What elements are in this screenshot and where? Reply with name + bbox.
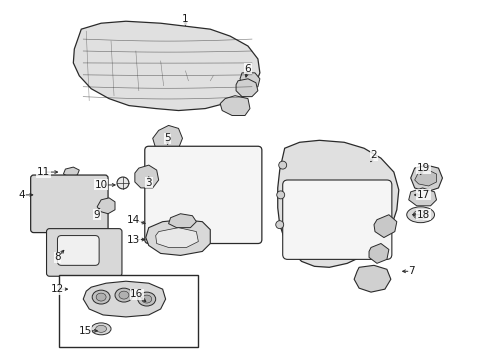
Polygon shape: [373, 215, 396, 238]
Text: 10: 10: [94, 180, 107, 190]
FancyBboxPatch shape: [46, 229, 122, 276]
Text: 3: 3: [145, 178, 152, 188]
Polygon shape: [168, 214, 196, 228]
Polygon shape: [135, 165, 158, 188]
Ellipse shape: [406, 207, 434, 223]
Polygon shape: [73, 21, 259, 111]
Polygon shape: [236, 79, 257, 96]
Ellipse shape: [115, 288, 133, 302]
Polygon shape: [353, 265, 390, 292]
FancyBboxPatch shape: [31, 175, 108, 233]
Polygon shape: [220, 96, 249, 116]
Polygon shape: [155, 228, 198, 247]
Polygon shape: [97, 198, 115, 214]
Text: 9: 9: [94, 210, 100, 220]
Ellipse shape: [92, 290, 110, 304]
Polygon shape: [410, 165, 442, 192]
Polygon shape: [240, 73, 259, 91]
Ellipse shape: [96, 325, 106, 332]
Polygon shape: [277, 140, 398, 267]
Bar: [60, 275, 198, 347]
Ellipse shape: [412, 210, 427, 219]
Ellipse shape: [91, 323, 111, 335]
Ellipse shape: [96, 293, 106, 301]
Polygon shape: [408, 188, 436, 206]
Text: 11: 11: [37, 167, 50, 177]
Text: 19: 19: [416, 163, 429, 173]
FancyBboxPatch shape: [144, 146, 262, 243]
Circle shape: [276, 191, 284, 199]
Text: 17: 17: [416, 190, 429, 200]
Text: 4: 4: [19, 190, 25, 200]
Polygon shape: [145, 220, 210, 255]
FancyBboxPatch shape: [282, 180, 391, 260]
Ellipse shape: [119, 291, 129, 299]
FancyBboxPatch shape: [57, 235, 99, 265]
Text: 8: 8: [54, 252, 61, 262]
Polygon shape: [414, 170, 436, 186]
Circle shape: [278, 161, 286, 169]
Text: 14: 14: [127, 215, 140, 225]
Ellipse shape: [142, 295, 151, 303]
Text: 18: 18: [416, 210, 429, 220]
Text: 15: 15: [79, 326, 92, 336]
Polygon shape: [63, 167, 79, 177]
Text: 5: 5: [164, 133, 171, 143]
Text: 7: 7: [407, 266, 414, 276]
Text: 1: 1: [182, 14, 188, 24]
Polygon shape: [368, 243, 388, 264]
Text: 16: 16: [130, 289, 143, 299]
Polygon shape: [152, 125, 182, 152]
Text: 6: 6: [244, 64, 251, 74]
Text: 13: 13: [127, 234, 140, 244]
Text: 12: 12: [51, 284, 64, 294]
Circle shape: [117, 177, 129, 189]
Ellipse shape: [138, 292, 155, 306]
Text: 2: 2: [370, 150, 377, 160]
Circle shape: [275, 221, 283, 229]
Polygon shape: [83, 281, 165, 317]
